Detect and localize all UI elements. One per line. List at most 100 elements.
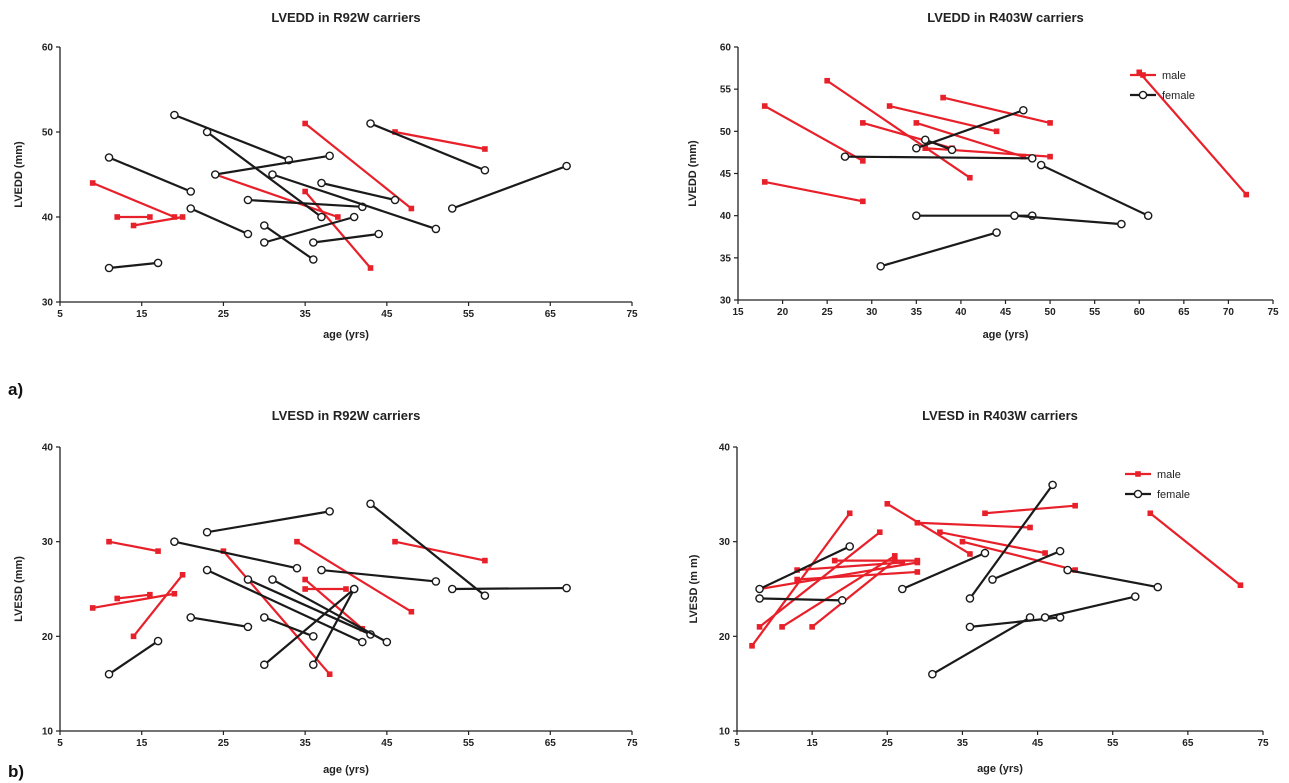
legend: male female	[1130, 70, 1195, 102]
y-tick-label: 35	[720, 253, 732, 264]
data-point-male	[1072, 502, 1078, 509]
series-female-14	[755, 542, 855, 594]
chart-title: LVEDD in R92W carriers	[271, 10, 420, 25]
data-point-male	[993, 128, 1000, 135]
x-tick-label: 15	[732, 307, 744, 318]
series-line-male	[939, 531, 1046, 555]
series-line-male	[984, 504, 1076, 515]
data-point-male	[1042, 550, 1048, 556]
data-point-male	[1027, 524, 1033, 531]
data-point-female	[309, 255, 318, 264]
series-line-male	[304, 578, 364, 630]
data-point-female	[170, 110, 179, 120]
data-point-male	[937, 529, 943, 535]
series-line-male	[92, 592, 175, 610]
series-line-female	[263, 215, 355, 244]
data-point-female	[562, 583, 571, 593]
data-point-female	[243, 575, 253, 584]
series-line-female	[206, 510, 330, 534]
x-tick-label: 65	[1182, 738, 1194, 749]
data-point-female	[845, 542, 855, 551]
series-male-8	[884, 501, 973, 557]
data-point-male	[959, 538, 966, 545]
data-point-female	[390, 195, 400, 205]
data-point-female	[325, 151, 334, 161]
series-male-7	[302, 586, 349, 592]
y-tick-label: 50	[720, 127, 732, 138]
data-point-female	[480, 165, 490, 175]
data-point-male	[914, 569, 921, 575]
data-point-female	[382, 637, 392, 647]
series-female-15	[259, 613, 318, 641]
y-axis-title: LVEDD (mm)	[687, 140, 699, 207]
series-female-17	[928, 613, 1035, 679]
series-line-female	[190, 207, 249, 236]
series-male-10	[937, 529, 1048, 556]
series-female-19	[317, 565, 441, 586]
series-line-female	[108, 640, 159, 676]
x-tick-label: 55	[1107, 738, 1119, 749]
series-line-female	[190, 616, 249, 628]
series-line-male	[764, 180, 864, 203]
data-point-male	[343, 586, 349, 592]
data-point-female	[170, 537, 179, 546]
series-female-9	[104, 636, 163, 679]
series-line-female	[247, 198, 363, 208]
x-axis-title: age (yrs)	[977, 763, 1023, 775]
series-line-female	[452, 586, 567, 591]
data-point-male	[831, 557, 838, 564]
series-female-16	[259, 584, 359, 670]
data-point-male	[1237, 582, 1244, 589]
data-point-male	[302, 576, 308, 583]
data-point-female	[366, 119, 375, 128]
data-point-female	[325, 507, 334, 516]
data-point-female	[259, 221, 269, 230]
series-male-5	[913, 120, 1027, 160]
series-line-female	[969, 484, 1054, 600]
data-point-female	[317, 565, 326, 575]
data-point-male	[982, 510, 988, 517]
data-point-male	[367, 265, 374, 271]
data-point-female	[876, 261, 885, 271]
data-point-female	[447, 204, 457, 213]
series-line-male	[296, 540, 412, 613]
series-female-17	[309, 229, 383, 247]
data-point-female	[349, 584, 359, 594]
data-point-male	[147, 214, 153, 220]
data-point-male	[482, 146, 488, 152]
data-point-male	[846, 510, 853, 517]
data-point-male	[886, 103, 893, 109]
data-point-female	[268, 170, 277, 179]
y-tick-label: 40	[42, 213, 54, 224]
series-male-1	[106, 538, 161, 554]
x-tick-label: 65	[545, 309, 557, 320]
series-male-8	[392, 538, 488, 564]
y-axis-title: LVESD (mm)	[13, 556, 25, 622]
x-tick-label: 5	[57, 309, 63, 320]
x-tick-label: 5	[57, 738, 63, 749]
data-point-male	[967, 551, 973, 557]
data-point-male	[482, 557, 488, 564]
series-line-female	[272, 173, 437, 230]
legend-marker-female	[1133, 489, 1143, 499]
series-line-male	[132, 574, 184, 638]
data-point-female	[562, 161, 571, 171]
x-tick-label: 35	[300, 309, 312, 320]
data-point-male	[892, 553, 898, 559]
series-male-2	[756, 529, 883, 630]
series-line-female	[173, 113, 290, 162]
series-line-female	[263, 224, 314, 261]
x-tick-label: 35	[911, 307, 923, 318]
data-point-female	[431, 577, 441, 586]
data-point-male	[179, 214, 186, 220]
series-line-female	[901, 552, 986, 591]
series-female-10	[170, 537, 302, 573]
series-line-female	[759, 545, 851, 590]
data-point-male	[749, 643, 755, 649]
series-line-male	[764, 105, 864, 162]
series-female-18	[965, 480, 1057, 603]
data-point-female	[202, 127, 212, 137]
x-tick-label: 30	[866, 307, 878, 318]
series-line-male	[826, 79, 971, 179]
y-tick-label: 60	[720, 43, 732, 54]
